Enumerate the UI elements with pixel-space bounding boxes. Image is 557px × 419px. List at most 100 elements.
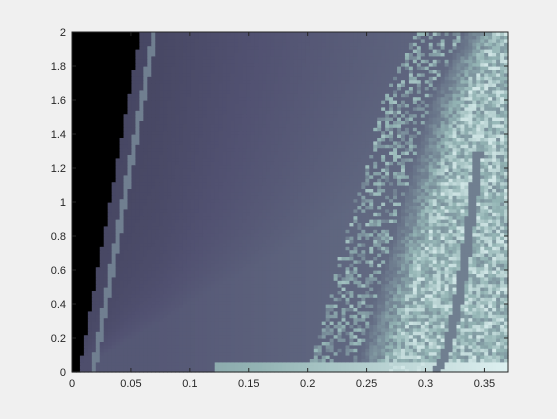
heatmap-cell (242, 327, 247, 332)
heatmap-cell (353, 321, 358, 325)
heatmap-cell (186, 334, 192, 339)
heatmap-cell (242, 321, 247, 325)
heatmap-cell (468, 327, 473, 332)
heatmap-cell (266, 242, 271, 247)
heatmap-cell (254, 344, 259, 349)
heatmap-cell (234, 280, 240, 285)
heatmap-cell (123, 355, 129, 359)
heatmap-cell (99, 263, 105, 268)
heatmap-cell (123, 368, 129, 373)
heatmap-cell (278, 334, 283, 339)
heatmap-cell (369, 334, 374, 339)
heatmap-cell (179, 341, 184, 346)
heatmap-cell (290, 358, 295, 363)
heatmap-cell (385, 344, 390, 349)
heatmap-cell (182, 331, 188, 336)
heatmap-cell (325, 280, 331, 285)
heatmap-cell (393, 321, 398, 325)
heatmap-cell (159, 249, 164, 254)
heatmap-cell (282, 317, 287, 322)
heatmap-cell (75, 348, 81, 353)
heatmap-cell (218, 314, 224, 319)
heatmap-cell (139, 368, 144, 373)
heatmap-cell (365, 368, 370, 373)
heatmap-cell (444, 361, 450, 366)
heatmap-cell (111, 249, 117, 254)
heatmap-cell (290, 297, 295, 302)
heatmap-cell (484, 334, 489, 339)
heatmap-cell (432, 232, 438, 237)
heatmap-cell (404, 232, 410, 237)
heatmap-cell (262, 348, 267, 353)
heatmap-cell (444, 334, 450, 339)
heatmap-cell (432, 331, 438, 336)
heatmap-cell (99, 232, 105, 237)
heatmap-cell (412, 338, 418, 342)
heatmap-cell (131, 368, 137, 373)
heatmap-cell (420, 321, 426, 325)
heatmap-cell (309, 351, 315, 356)
heatmap-cell (250, 232, 255, 237)
heatmap-cell (290, 351, 295, 356)
heatmap-cell (428, 334, 434, 339)
heatmap-cell (111, 314, 117, 319)
heatmap-cell (488, 348, 493, 353)
heatmap-cell (127, 327, 133, 332)
heatmap-cell (115, 317, 121, 322)
heatmap-cell (452, 368, 458, 373)
heatmap-cell (155, 338, 160, 342)
heatmap-cell (440, 327, 446, 332)
heatmap-cell (361, 314, 366, 319)
heatmap-cell (393, 314, 398, 319)
heatmap-cell (325, 249, 331, 254)
heatmap-cell (143, 317, 148, 322)
heatmap-cell (361, 263, 366, 268)
heatmap-cell (179, 331, 184, 336)
heatmap-cell (206, 263, 212, 268)
heatmap-cell (377, 249, 382, 254)
heatmap-cell (167, 338, 172, 342)
heatmap-cell (389, 317, 394, 322)
heatmap-cell (127, 280, 133, 285)
heatmap-cell (107, 225, 113, 230)
heatmap-cell (357, 338, 362, 342)
heatmap-cell (159, 263, 164, 268)
heatmap-cell (87, 355, 93, 359)
heatmap-cell (242, 249, 247, 254)
heatmap-cell (488, 263, 493, 268)
heatmap-cell (123, 310, 129, 315)
heatmap-cell (75, 338, 81, 342)
heatmap-cell (123, 338, 129, 342)
heatmap-cell (412, 280, 418, 285)
heatmap-cell (365, 232, 370, 237)
heatmap-cell (484, 310, 489, 315)
heatmap-cell (131, 249, 137, 254)
heatmap-cell (131, 361, 137, 366)
heatmap-cell (135, 225, 140, 230)
heatmap-cell (305, 324, 311, 329)
heatmap-cell (167, 249, 172, 254)
heatmap-cell (305, 365, 311, 370)
heatmap-cell (290, 327, 295, 332)
heatmap-cell (468, 242, 473, 247)
heatmap-cell (297, 263, 303, 268)
heatmap-cell (393, 341, 398, 346)
heatmap-cell (242, 324, 247, 329)
heatmap-cell (222, 368, 228, 373)
heatmap-cell (91, 263, 97, 268)
heatmap-cell (238, 317, 244, 322)
heatmap-cell (238, 232, 244, 237)
heatmap-cell (99, 334, 105, 339)
heatmap-cell (75, 314, 81, 319)
heatmap-cell (496, 263, 501, 268)
heatmap-cell (198, 358, 204, 363)
heatmap-cell (155, 317, 160, 322)
heatmap-cell (377, 338, 382, 342)
heatmap-cell (206, 327, 212, 332)
heatmap-cell (436, 280, 442, 285)
heatmap-cell (95, 361, 101, 366)
heatmap-cell (107, 317, 113, 322)
heatmap-cell (210, 314, 216, 319)
heatmap-cell (202, 355, 208, 359)
heatmap-cell (198, 307, 204, 312)
